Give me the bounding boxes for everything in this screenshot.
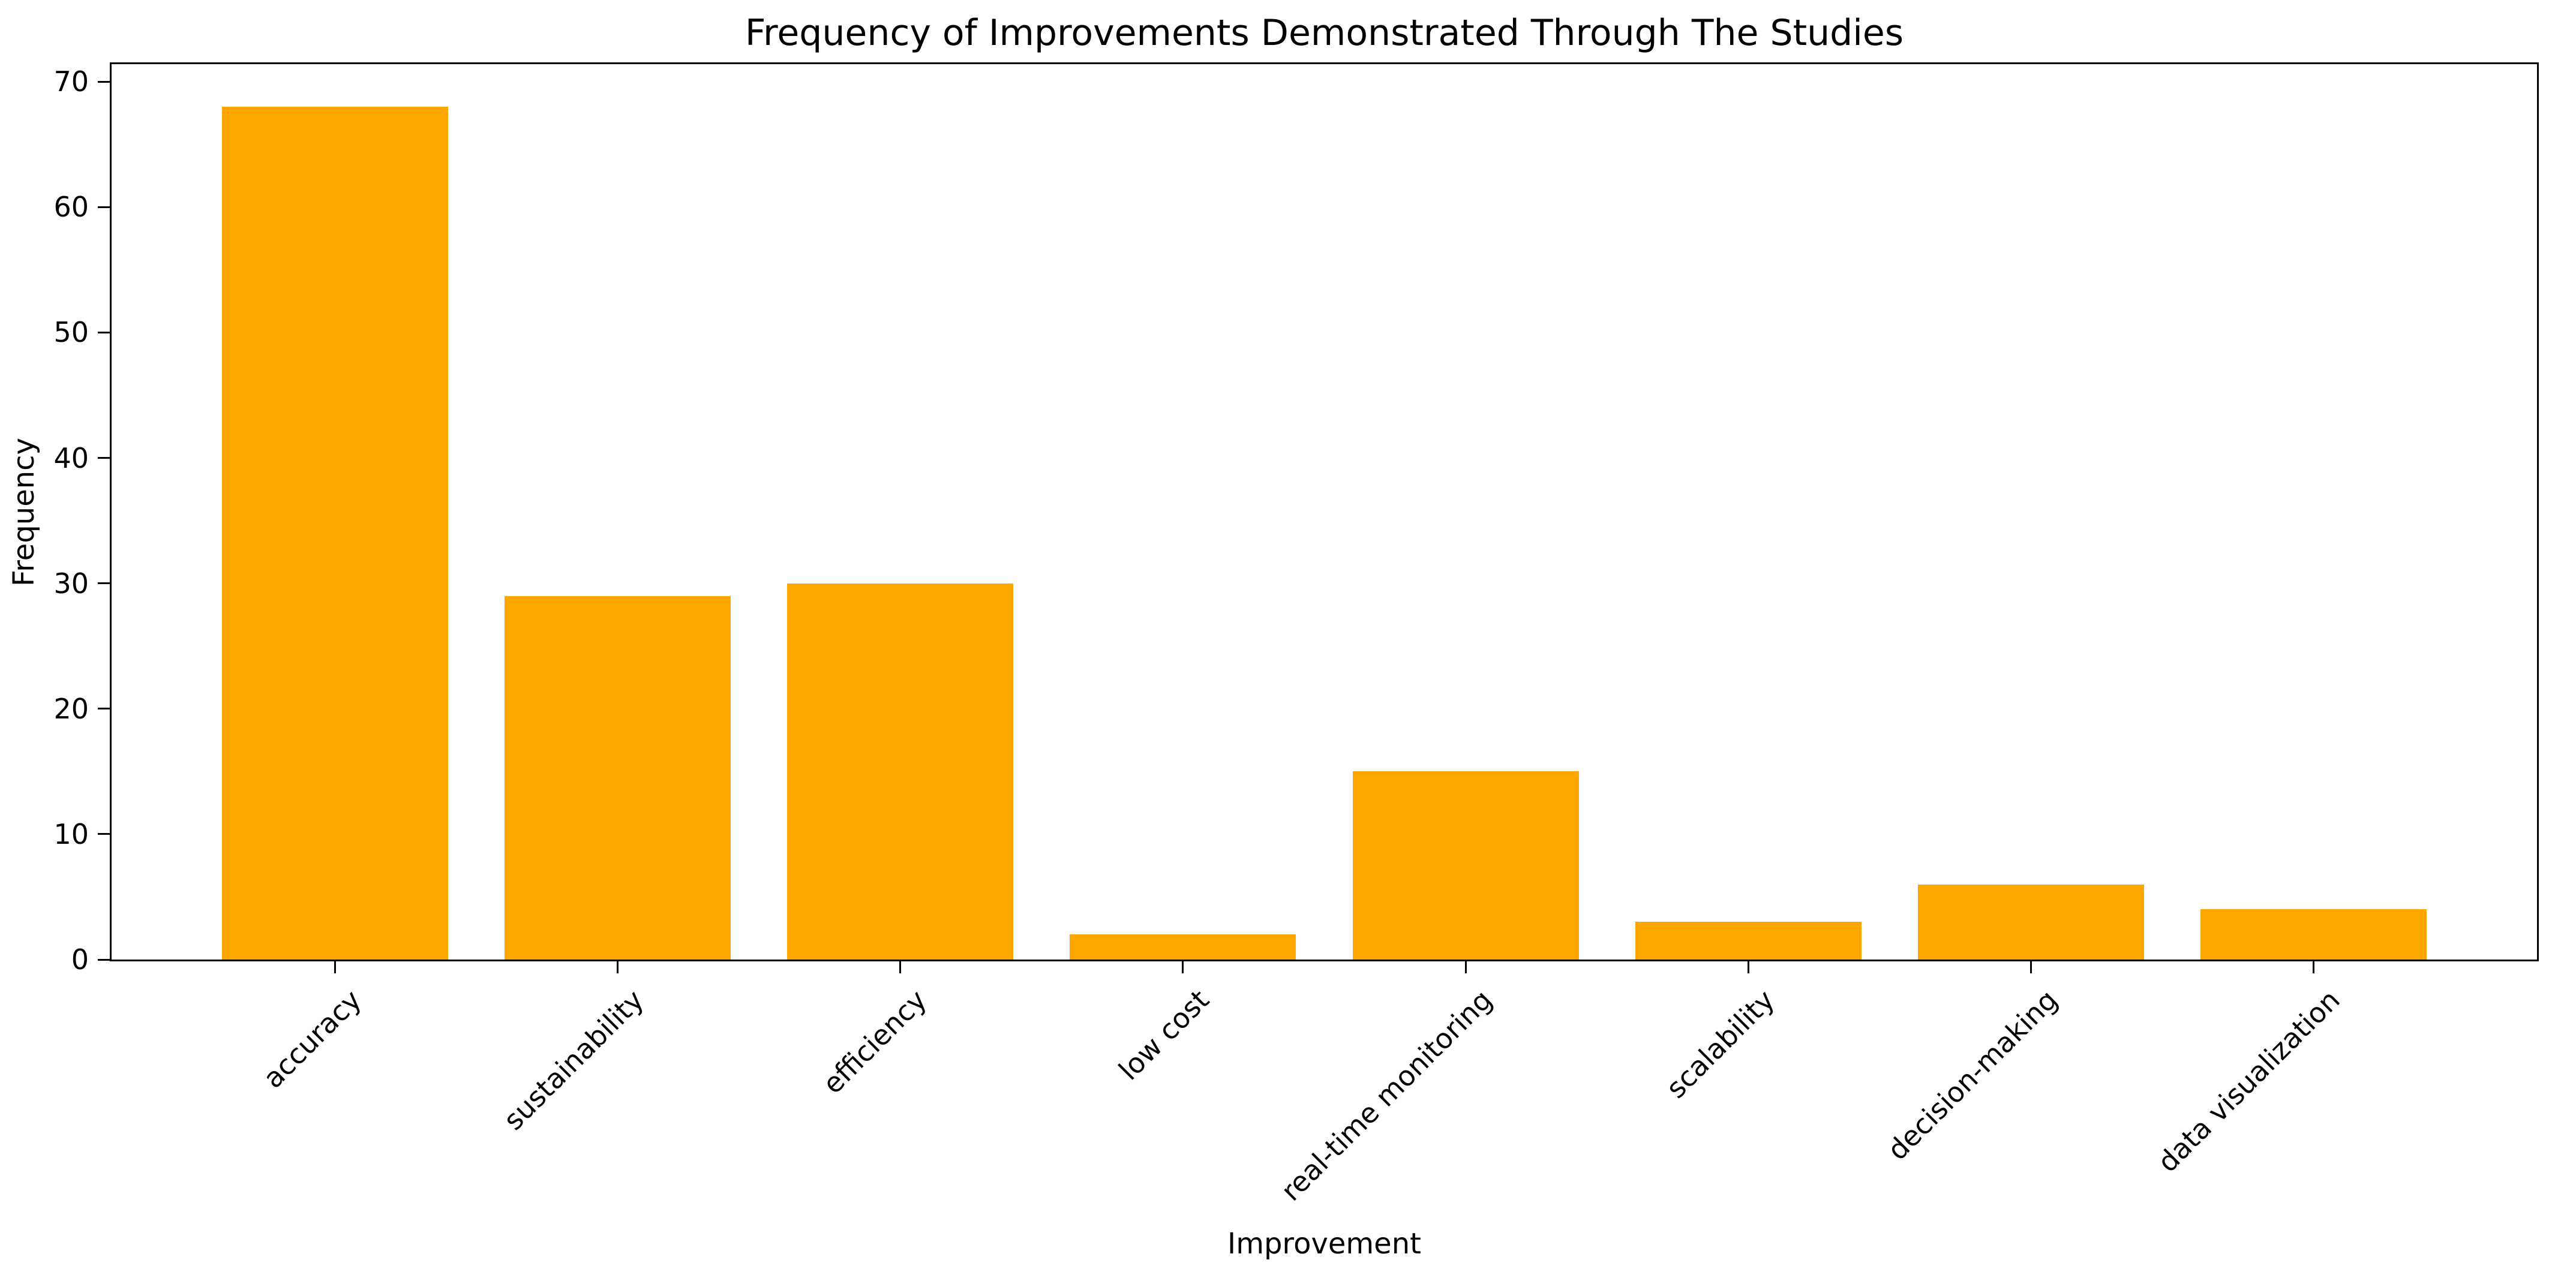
y-tick-mark: [98, 582, 110, 585]
x-tick-label: efficiency: [816, 984, 933, 1100]
bar-low-cost: [1070, 934, 1296, 960]
y-tick-mark: [98, 833, 110, 835]
plot-area: [110, 62, 2539, 961]
x-tick-mark: [2313, 961, 2315, 973]
y-tick-mark: [98, 708, 110, 710]
y-tick-label: 0: [71, 943, 89, 976]
bar-real-time-monitoring: [1352, 771, 1579, 960]
bar-decision-making: [1918, 884, 2144, 960]
bar-sustainability: [504, 596, 731, 960]
x-tick-mark: [1747, 961, 1749, 973]
y-tick-label: 10: [53, 817, 89, 850]
y-tick-label: 70: [53, 65, 89, 98]
y-tick-mark: [98, 457, 110, 459]
x-tick-label: accuracy: [256, 984, 368, 1094]
y-tick-mark: [98, 80, 110, 83]
y-tick-label: 50: [53, 316, 89, 349]
y-tick-mark: [98, 206, 110, 208]
x-tick-label: scalability: [1659, 984, 1781, 1105]
x-tick-label: real-time monitoring: [1274, 984, 1499, 1207]
y-tick-label: 40: [53, 441, 89, 474]
y-tick-mark: [98, 958, 110, 961]
x-tick-mark: [899, 961, 902, 973]
x-tick-mark: [1464, 961, 1467, 973]
bar-data-visualization: [2200, 909, 2427, 960]
bar-scalability: [1635, 922, 1862, 960]
x-tick-mark: [2030, 961, 2032, 973]
y-tick-mark: [98, 331, 110, 333]
x-tick-label: low cost: [1112, 984, 1216, 1087]
x-tick-label: data visualization: [2151, 984, 2346, 1178]
chart-title: Frequency of Improvements Demonstrated T…: [744, 12, 1904, 54]
y-axis-label-box: Frequency: [5, 64, 43, 960]
x-tick-mark: [616, 961, 619, 973]
y-axis-label: Frequency: [7, 437, 41, 587]
x-axis-label: Improvement: [1227, 1227, 1421, 1261]
x-tick-mark: [1182, 961, 1184, 973]
y-tick-label: 60: [53, 191, 89, 224]
bar-efficiency: [787, 583, 1014, 960]
x-tick-label: sustainability: [497, 984, 650, 1136]
bar-accuracy: [221, 107, 448, 960]
x-tick-label: decision-making: [1880, 984, 2064, 1166]
x-tick-mark: [334, 961, 336, 973]
y-tick-label: 30: [53, 567, 89, 600]
y-tick-label: 20: [53, 692, 89, 725]
